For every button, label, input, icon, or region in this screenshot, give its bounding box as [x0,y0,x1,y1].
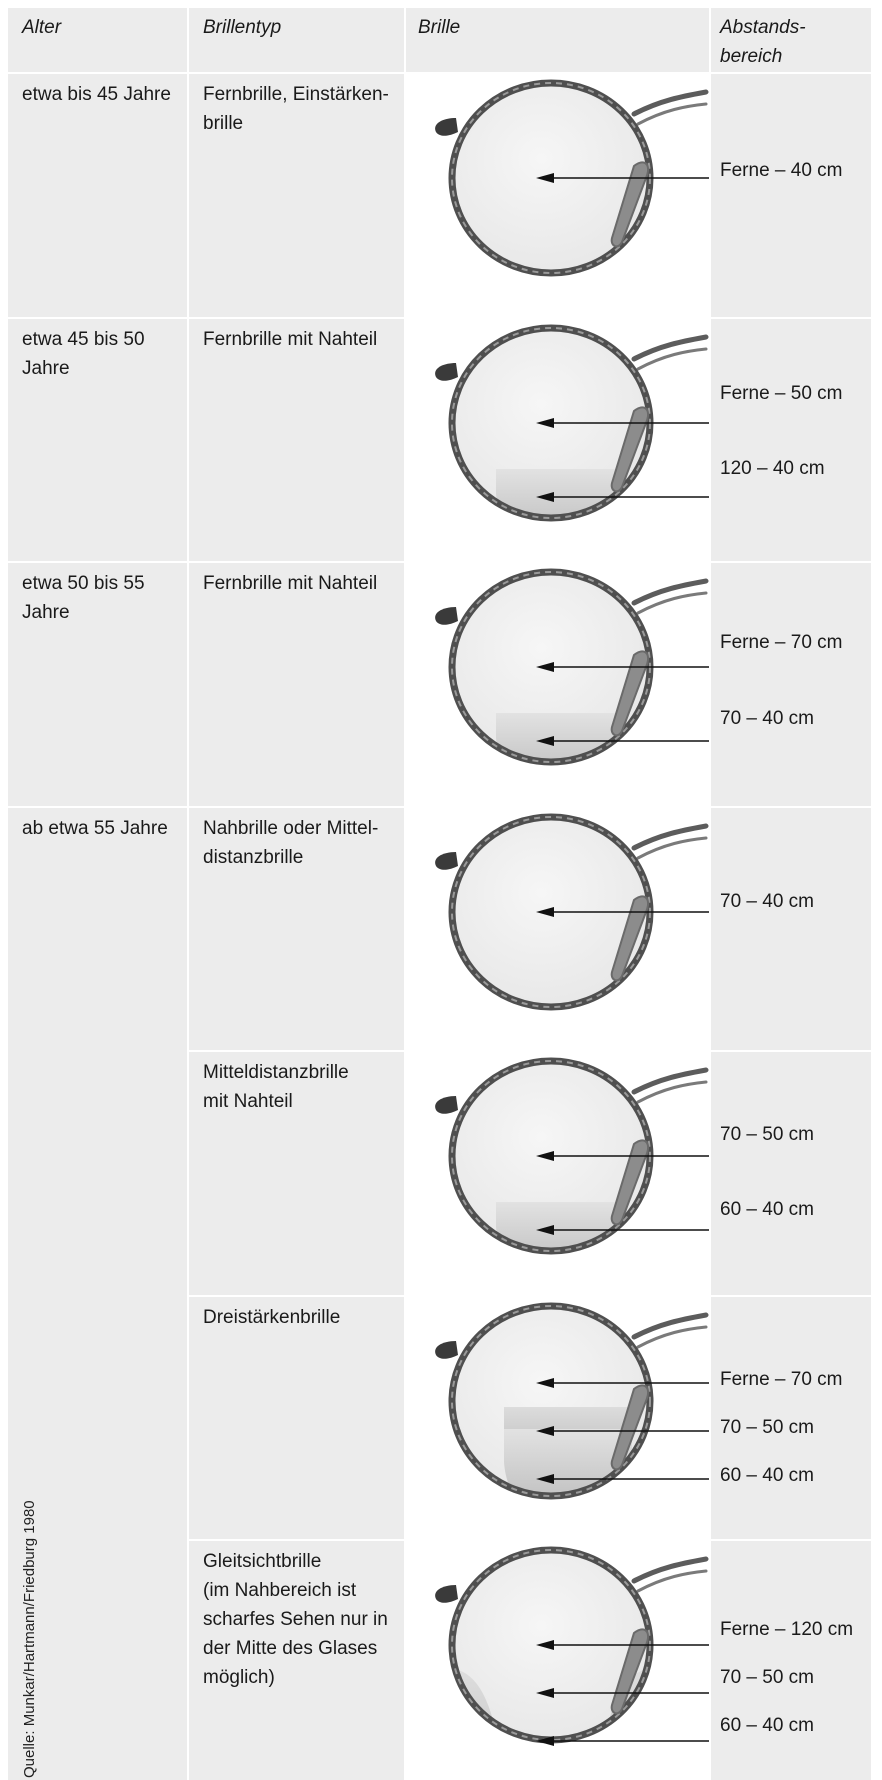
header-cell-alter [8,8,187,72]
abstand-cell-row1 [711,74,871,317]
typ-row1-line2: brille [203,113,244,134]
header-alter: Alter [22,17,62,38]
abstand-cell-row5 [711,1052,871,1295]
distance-label-row6-zone1: Ferne – 70 cm [720,1369,843,1390]
distance-label-row6-zone3: 60 – 40 cm [720,1465,814,1486]
typ-cell-row2 [189,319,404,561]
distance-label-row7-zone2: 70 – 50 cm [720,1667,814,1688]
alter-cell-row1 [8,74,187,317]
header-brillentyp: Brillentyp [203,17,282,38]
distance-label-row3-zone2: 70 – 40 cm [720,708,814,729]
abstand-cell-row2 [711,319,871,561]
header-brille: Brille [418,17,461,38]
glasses-illustration-nahbrille [435,813,709,1011]
abstand-cell-row3 [711,563,871,806]
glasses-illustration-fernbrille-nahteil-45 [435,324,709,522]
distance-label-row4-zone1: 70 – 40 cm [720,891,814,912]
typ-cell-row6 [189,1297,404,1539]
typ-row2-line1: Fernbrille mit Nahteil [203,329,378,350]
alter-row3-line2: Jahre [22,602,70,623]
alter-cell-row2 [8,319,187,561]
distance-label-row2-zone2: 120 – 40 cm [720,458,825,479]
header-abstand-line1: Abstands- [720,17,806,38]
distance-label-row5-zone1: 70 – 50 cm [720,1124,814,1145]
header-cell-abstand [711,8,871,72]
typ-row6-line1: Dreistärkenbrille [203,1307,341,1328]
source-note: Quelle: Munkar/Hartmann/Friedburg 1980 [21,1500,38,1778]
typ-row5-line1: Mitteldistanzbrille [203,1062,349,1083]
typ-cell-row7 [189,1541,404,1780]
typ-row5-line2: mit Nahteil [203,1091,293,1112]
typ-row1-line1: Fernbrille, Einstärken- [203,84,389,105]
glasses-illustration-mitteldistanz-nahteil [435,1057,709,1255]
typ-row3-line1: Fernbrille mit Nahteil [203,573,378,594]
typ-row7-line2: (im Nahbereich ist [203,1580,357,1601]
typ-row4-line2: distanzbrille [203,847,304,868]
alter-cell-row4 [8,808,187,1780]
header-abstand-line2: bereich [720,46,783,67]
typ-row7-line1: Gleitsichtbrille [203,1551,322,1572]
alter-row3-line1: etwa 50 bis 55 [22,573,145,594]
typ-row7-line4: der Mitte des Glases [203,1638,378,1659]
typ-row4-line1: Nahbrille oder Mittel- [203,818,379,839]
abstand-cell-row4 [711,808,871,1050]
distance-label-row2-zone1: Ferne – 50 cm [720,383,843,404]
typ-cell-row3 [189,563,404,806]
distance-label-row1-zone1: Ferne – 40 cm [720,160,843,181]
typ-cell-row1 [189,74,404,317]
header-cell-typ [189,8,404,72]
typ-cell-row5 [189,1052,404,1295]
typ-row7-line5: möglich) [203,1667,275,1688]
glasses-illustration-gleitsicht [435,1546,709,1746]
alter-row4-line1: ab etwa 55 Jahre [22,818,168,839]
distance-label-row3-zone1: Ferne – 70 cm [720,632,843,653]
distance-label-row7-zone3: 60 – 40 cm [720,1715,814,1736]
glasses-illustration-dreistaerken [435,1302,709,1500]
glasses-illustration-fernbrille [435,79,709,277]
alter-row1-line1: etwa bis 45 Jahre [22,84,171,105]
alter-row2-line2: Jahre [22,358,70,379]
abstand-cell-row6 [711,1297,871,1539]
typ-row7-line3: scharfes Sehen nur in [203,1609,388,1630]
header-cell-brille [406,8,709,72]
distance-label-row7-zone1: Ferne – 120 cm [720,1619,854,1640]
distance-label-row5-zone2: 60 – 40 cm [720,1199,814,1220]
typ-cell-row4 [189,808,404,1050]
distance-label-row6-zone2: 70 – 50 cm [720,1417,814,1438]
abstand-cell-row7 [711,1541,871,1780]
alter-cell-row3 [8,563,187,806]
glasses-illustration-fernbrille-nahteil-50 [435,568,709,766]
alter-row2-line1: etwa 45 bis 50 [22,329,145,350]
